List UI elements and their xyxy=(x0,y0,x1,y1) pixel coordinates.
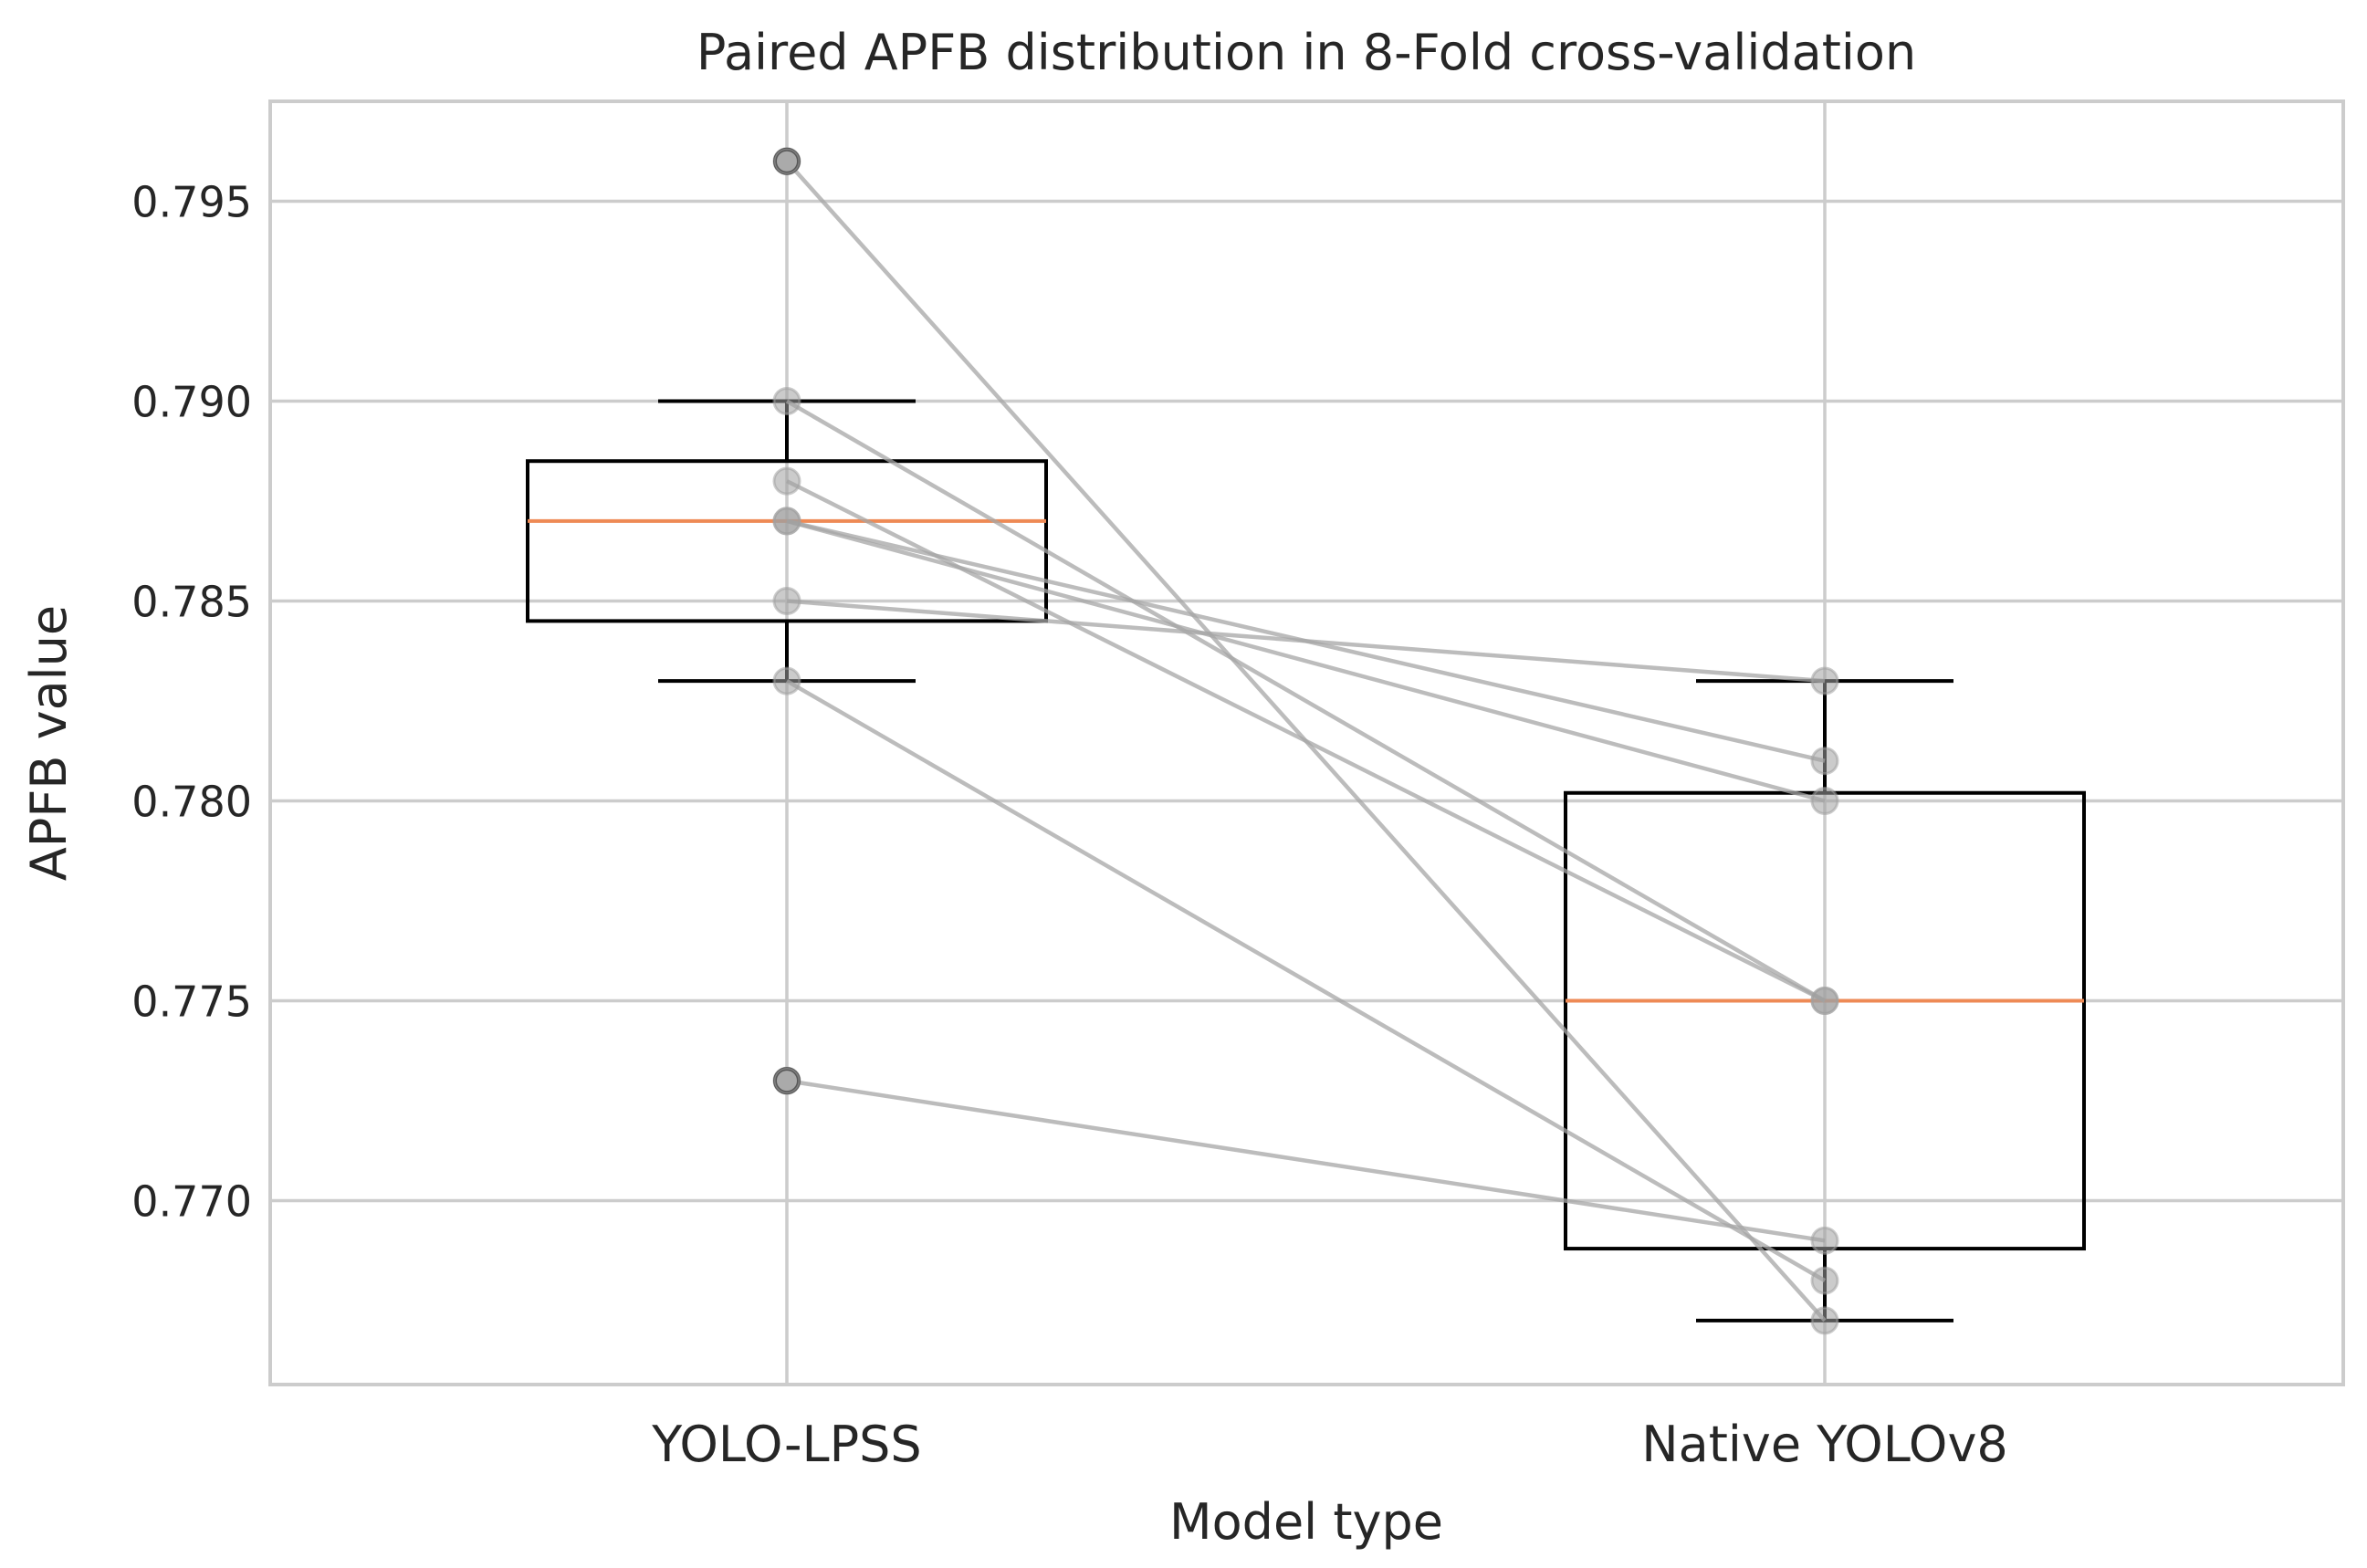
data-point-native-yolov8 xyxy=(1810,987,1839,1016)
data-point-yolo-lpss xyxy=(772,587,801,616)
pair-line xyxy=(786,518,1826,803)
pair-line-layer xyxy=(785,160,1827,1322)
data-point-native-yolov8 xyxy=(1810,747,1839,776)
y-tick-label: 0.780 xyxy=(131,778,252,827)
tick-label-layer: 0.770 0.775 0.780 0.785 0.790 0.795 YOLO-LPSS N… xyxy=(131,178,2007,1473)
data-point-yolo-lpss xyxy=(772,387,801,416)
chart-title: Paired APFB distribution in 8-Fold cross… xyxy=(696,24,1916,81)
pair-line xyxy=(785,679,1827,1283)
data-point-yolo-lpss xyxy=(772,466,801,496)
x-tick-label: Native YOLOv8 xyxy=(1641,1416,2008,1473)
data-point-yolo-lpss xyxy=(772,507,801,536)
y-tick-label: 0.795 xyxy=(131,178,252,227)
data-point-yolo-lpss xyxy=(772,1066,801,1095)
data-point-native-yolov8 xyxy=(1810,1226,1839,1255)
grid-layer xyxy=(270,101,2343,1385)
iqr-box xyxy=(526,459,1048,623)
y-tick-label: 0.770 xyxy=(131,1177,252,1227)
data-point-native-yolov8 xyxy=(1810,666,1839,695)
y-axis-label: APFB value xyxy=(20,605,78,881)
data-point-yolo-lpss xyxy=(772,666,801,695)
data-point-native-yolov8 xyxy=(1810,787,1839,816)
y-tick-label: 0.775 xyxy=(131,977,252,1027)
y-tick-label: 0.790 xyxy=(131,378,252,427)
x-tick-label: YOLO-LPSS xyxy=(651,1416,921,1473)
data-point-native-yolov8 xyxy=(1810,1266,1839,1295)
data-point-layer xyxy=(772,147,1839,1335)
x-axis-label: Model type xyxy=(1169,1493,1443,1551)
pair-line xyxy=(786,1078,1826,1243)
data-point-native-yolov8 xyxy=(1810,1306,1839,1335)
y-tick-label: 0.785 xyxy=(131,578,252,627)
data-point-yolo-lpss xyxy=(772,147,801,176)
pair-line xyxy=(786,599,1826,684)
plot-frame xyxy=(268,99,2345,1386)
pair-line xyxy=(785,399,1827,1003)
